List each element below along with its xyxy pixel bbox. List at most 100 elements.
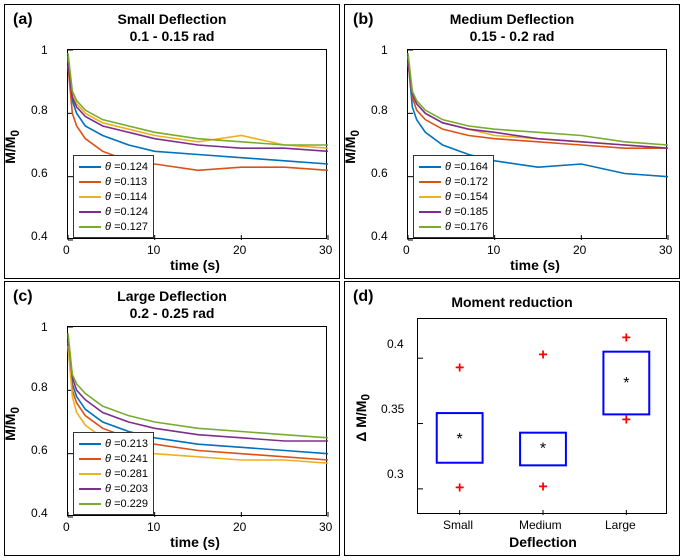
legend-item: θ =0.203 [79,481,148,496]
legend-swatch [79,488,101,490]
xtick: 10 [147,243,160,257]
legend-swatch [79,211,101,213]
xtick: 0 [403,243,410,257]
panel-c-title: Large Deflection 0.2 - 0.25 rad [5,288,339,322]
xtick: 20 [233,243,246,257]
legend-text: θ =0.229 [105,498,148,510]
legend-swatch [79,166,101,168]
panel-c-xlabel: time (s) [155,534,235,550]
ytick: 0.6 [31,443,48,457]
legend-swatch [419,211,441,213]
ytick: 1 [41,43,48,57]
legend-swatch [79,473,101,475]
ytick: 0.4 [31,229,48,243]
svg-text:+: + [622,412,631,429]
legend-swatch [79,226,101,228]
legend-item: θ =0.185 [419,204,488,219]
panel-a-ylabel: M/M0 [2,130,22,164]
ytick: 1 [381,43,388,57]
panel-c-title-line2: 0.2 - 0.25 rad [130,305,215,321]
svg-text:+: + [538,478,547,495]
legend-item: θ =0.127 [79,219,148,234]
legend-text: θ =0.127 [105,221,148,233]
panel-a-xlabel: time (s) [155,257,235,273]
legend-swatch [419,166,441,168]
xtick: 0 [63,243,70,257]
xtick-cat: Medium [519,518,562,532]
legend-text: θ =0.154 [445,191,488,203]
legend-item: θ =0.213 [79,436,148,451]
legend-item: θ =0.124 [79,204,148,219]
legend-item: θ =0.229 [79,496,148,511]
xtick: 10 [487,243,500,257]
legend-text: θ =0.185 [445,206,488,218]
legend-item: θ =0.176 [419,219,488,234]
panel-a-title-line1: Small Deflection [118,11,227,27]
ytick: 0.6 [31,166,48,180]
legend-text: θ =0.203 [105,483,148,495]
legend-text: θ =0.281 [105,468,148,480]
legend-swatch [79,503,101,505]
legend-text: θ =0.176 [445,221,488,233]
ytick: 0.6 [371,166,388,180]
legend-text: θ =0.164 [445,161,488,173]
ytick: 0.8 [31,103,48,117]
panel-a-legend: θ =0.124 θ =0.113 θ =0.114 θ =0.124 θ =0.127 [73,155,154,238]
ytick: 0.4 [31,506,48,520]
legend-item: θ =0.164 [419,159,488,174]
xtick: 30 [319,520,332,534]
legend-swatch [79,443,101,445]
panel-a-title: Small Deflection 0.1 - 0.15 rad [5,11,339,45]
xtick-cat: Small [443,518,473,532]
ytick: 0.4 [387,337,404,351]
svg-text:+: + [538,346,547,363]
panel-b-xlabel: time (s) [495,257,575,273]
legend-text: θ =0.113 [105,176,147,188]
svg-text:*: * [457,431,463,448]
legend-item: θ =0.124 [79,159,148,174]
legend-swatch [79,458,101,460]
legend-swatch [419,226,441,228]
panel-a-title-line2: 0.1 - 0.15 rad [130,28,215,44]
legend-item: θ =0.241 [79,451,148,466]
legend-text: θ =0.114 [105,191,147,203]
panel-c-legend: θ =0.213 θ =0.241 θ =0.281 θ =0.203 θ =0.229 [73,432,154,515]
ytick: 0.35 [381,402,404,416]
panel-b-title-line1: Medium Deflection [450,11,574,27]
panel-b-ylabel: M/M0 [342,130,362,164]
panel-b-title-line2: 0.15 - 0.2 rad [470,28,555,44]
panel-c: (c) Large Deflection 0.2 - 0.25 rad 1 0.… [4,281,340,556]
panel-d-plot: *++*++*++ [417,318,667,514]
svg-text:+: + [622,329,631,346]
legend-text: θ =0.172 [445,176,488,188]
ytick: 0.3 [387,467,404,481]
xtick: 30 [319,243,332,257]
xtick: 20 [573,243,586,257]
panel-d-title: Moment reduction [345,294,679,311]
xtick-cat: Large [605,518,636,532]
figure: (a) Small Deflection 0.1 - 0.15 rad 1 0.… [0,0,685,560]
legend-text: θ =0.241 [105,453,148,465]
legend-item: θ =0.114 [79,189,148,204]
ytick: 1 [41,320,48,334]
legend-swatch [79,196,101,198]
panel-d-svg: *++*++*++ [418,319,668,515]
svg-text:+: + [455,359,464,376]
panel-b: (b) Medium Deflection 0.15 - 0.2 rad 1 0… [344,4,680,279]
svg-text:+: + [455,480,464,497]
panel-b-title: Medium Deflection 0.15 - 0.2 rad [345,11,679,45]
panel-b-legend: θ =0.164 θ =0.172 θ =0.154 θ =0.185 θ =0.176 [413,155,494,238]
legend-swatch [419,181,441,183]
legend-item: θ =0.281 [79,466,148,481]
panel-c-ylabel: M/M0 [2,407,22,441]
legend-item: θ =0.172 [419,174,488,189]
legend-swatch [79,181,101,183]
legend-text: θ =0.124 [105,206,148,218]
panel-d: (d) Moment reduction *++*++*++ 0.3 0.35 … [344,281,680,556]
legend-item: θ =0.154 [419,189,488,204]
xtick: 0 [63,520,70,534]
xtick: 30 [659,243,672,257]
legend-item: θ =0.113 [79,174,148,189]
xtick: 10 [147,520,160,534]
legend-swatch [419,196,441,198]
